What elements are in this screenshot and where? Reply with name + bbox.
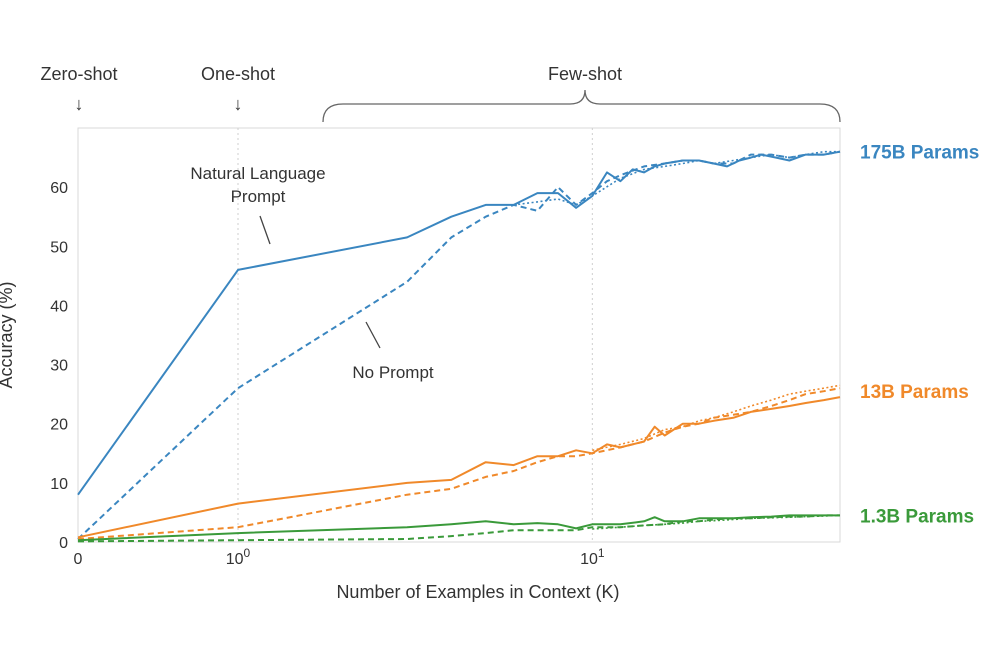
y-tick-label: 60: [50, 180, 68, 197]
y-tick-label: 50: [50, 239, 68, 256]
few-shot-label: Few-shot: [548, 64, 622, 84]
y-tick-label: 20: [50, 417, 68, 434]
x-tick-label: 0: [74, 551, 83, 568]
natural-language-annotation-line2: Prompt: [231, 187, 286, 206]
y-tick-label: 10: [50, 476, 68, 493]
one-shot-arrow: ↓: [234, 94, 243, 114]
y-axis-ticks: 0 10 20 30 40 50 60: [50, 180, 68, 552]
y-tick-label: 30: [50, 358, 68, 375]
grid-lines: [237, 128, 593, 542]
series-line-13B-dotted: [592, 384, 841, 452]
series-label: 13B Params: [860, 382, 969, 403]
no-prompt-annotation: No Prompt: [352, 363, 434, 382]
y-tick-label: 40: [50, 298, 68, 315]
y-axis-label: Accuracy (%): [0, 281, 16, 388]
series-line-1.3B-solid: [77, 514, 840, 542]
series-label: 175B Params: [860, 143, 979, 164]
x-axis-label: Number of Examples in Context (K): [336, 582, 619, 602]
series-line-13B-dashed: [77, 387, 841, 540]
series-lines: [77, 150, 841, 543]
y-tick-label: 0: [59, 535, 68, 552]
one-shot-label: One-shot: [201, 64, 275, 84]
series-label: 1.3B Params: [860, 506, 974, 527]
few-shot-brace: [322, 89, 841, 123]
no-prompt-pointer: [365, 321, 381, 349]
natural-language-pointer: [259, 215, 271, 245]
zero-shot-label: Zero-shot: [40, 64, 117, 84]
series-labels: 175B Params 13B Params 1.3B Params: [860, 143, 979, 528]
zero-shot-arrow: ↓: [75, 94, 84, 114]
series-line-13B-solid: [77, 396, 841, 539]
series-line-1.3B-dotted: [592, 514, 841, 530]
natural-language-annotation-line1: Natural Language: [190, 164, 325, 183]
plot-frame: [77, 127, 841, 543]
series-line-175B-dashed: [77, 150, 841, 540]
